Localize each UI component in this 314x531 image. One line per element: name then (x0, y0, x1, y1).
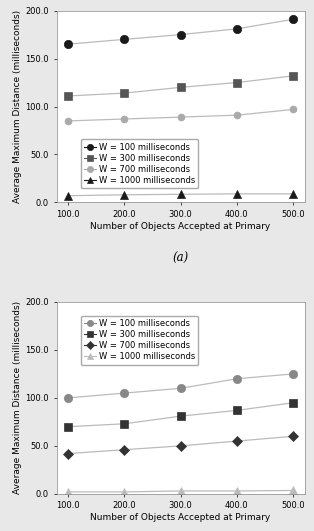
Legend: W = 100 milliseconds, W = 300 milliseconds, W = 700 milliseconds, W = 1000 milli: W = 100 milliseconds, W = 300 millisecon… (80, 316, 198, 365)
Text: (a): (a) (172, 252, 189, 266)
Legend: W = 100 milliseconds, W = 300 milliseconds, W = 700 milliseconds, W = 1000 milli: W = 100 milliseconds, W = 300 millisecon… (80, 140, 198, 189)
Y-axis label: Average Maximum Distance (milliseconds): Average Maximum Distance (milliseconds) (14, 10, 23, 203)
X-axis label: Number of Objects Accepted at Primary: Number of Objects Accepted at Primary (90, 222, 271, 231)
X-axis label: Number of Objects Accepted at Primary: Number of Objects Accepted at Primary (90, 513, 271, 523)
Y-axis label: Average Maximum Distance (milliseconds): Average Maximum Distance (milliseconds) (14, 302, 23, 494)
